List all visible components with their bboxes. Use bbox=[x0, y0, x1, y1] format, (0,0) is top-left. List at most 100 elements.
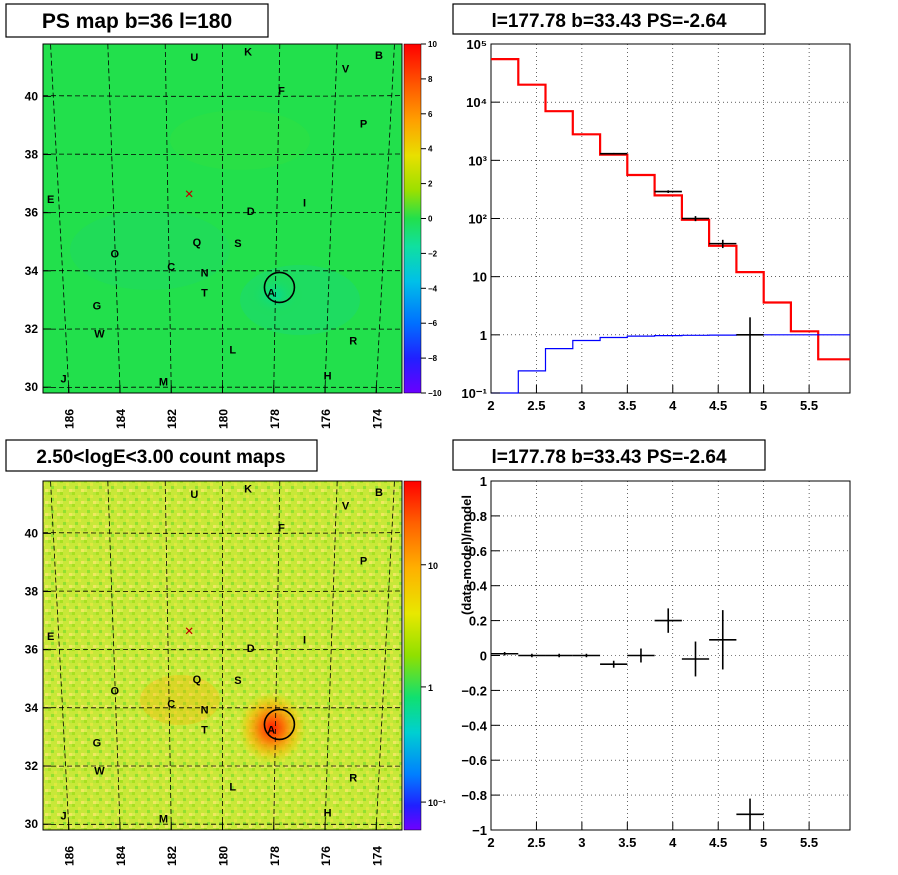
source-label-g: G bbox=[93, 738, 102, 750]
y-tick-label: 40 bbox=[25, 526, 39, 540]
y-tick-label: 1 bbox=[480, 328, 487, 343]
x-tick-label: 2 bbox=[487, 835, 494, 850]
residual-series bbox=[491, 608, 764, 830]
graticule-meridian bbox=[164, 43, 172, 394]
y-tick-label: −0.4 bbox=[461, 718, 487, 733]
source-label-q: Q bbox=[193, 674, 202, 686]
graticule-meridian bbox=[164, 480, 172, 831]
residual-ylabel: (data-model)/model bbox=[459, 495, 474, 615]
x-tick-label: 5 bbox=[760, 398, 767, 413]
graticule-meridian bbox=[375, 480, 395, 831]
x-tick-label: 5 bbox=[760, 835, 767, 850]
colorbar-tick-label: −2 bbox=[428, 249, 438, 258]
y-tick-label: 10⁻¹ bbox=[461, 386, 487, 401]
colorbar-tick-label: 10 bbox=[428, 40, 437, 49]
colorbar-tick-label: 10⁻¹ bbox=[428, 798, 446, 808]
source-label-b: B bbox=[375, 487, 383, 499]
y-tick-label: 10⁵ bbox=[466, 37, 487, 52]
ps-map-graticule bbox=[42, 43, 403, 394]
x-tick-label: 182 bbox=[165, 846, 179, 866]
x-tick-label: 3.5 bbox=[618, 835, 636, 850]
x-tick-label: 178 bbox=[268, 409, 282, 429]
colorbar-tick-label: −8 bbox=[428, 354, 438, 363]
colorbar-tick-label: 8 bbox=[428, 75, 433, 84]
y-tick-label: 0.4 bbox=[469, 579, 488, 594]
source-label-m: M bbox=[159, 813, 168, 825]
source-label-u: U bbox=[190, 52, 198, 64]
source-label-r: R bbox=[349, 773, 357, 785]
source-label-v: V bbox=[342, 500, 350, 512]
source-label-a: A bbox=[267, 288, 275, 300]
source-label-n: N bbox=[201, 704, 209, 716]
y-tick-label: 30 bbox=[25, 817, 39, 831]
source-label-m: M bbox=[159, 376, 168, 388]
graticule-meridian bbox=[273, 480, 281, 831]
source-label-l: L bbox=[229, 344, 236, 356]
graticule-meridian bbox=[375, 43, 395, 394]
source-label-u: U bbox=[190, 489, 198, 501]
y-tick-label: 40 bbox=[25, 89, 39, 103]
count-map-title: 2.50<logE<3.00 count maps bbox=[36, 447, 285, 468]
source-label-f: F bbox=[278, 522, 285, 534]
source-label-s: S bbox=[234, 675, 241, 687]
x-tick-label: 176 bbox=[319, 409, 333, 429]
y-tick-label: 32 bbox=[25, 322, 39, 336]
source-circle bbox=[263, 708, 296, 741]
x-tick-label: 5.5 bbox=[800, 398, 818, 413]
colorbar-tick-label: −4 bbox=[428, 284, 438, 293]
source-label-v: V bbox=[342, 63, 350, 75]
y-tick-label: 0.8 bbox=[469, 509, 487, 524]
x-tick-label: 184 bbox=[114, 846, 128, 866]
spectrum-panel: 2 2.5 3 3.5 4 4.5 5 5.5 10⁻¹ 1 10 10² 10³ 10⁴ 10⁵ bbox=[461, 37, 851, 413]
y-tick-label: 38 bbox=[25, 585, 39, 599]
x-tick-label: 186 bbox=[63, 409, 77, 429]
source-circle bbox=[263, 271, 296, 304]
count-colorbar-ticks: 10 1 10⁻¹ bbox=[421, 561, 446, 808]
x-tick-label: 4 bbox=[669, 835, 677, 850]
ps-map-source-labels: U K B V F P E I D Q S O C N A T G W L R J M H bbox=[47, 46, 383, 388]
x-tick-label: 2 bbox=[487, 398, 494, 413]
ps-map-shade bbox=[70, 210, 230, 290]
graticule-parallel bbox=[43, 153, 402, 155]
source-label-a: A bbox=[267, 725, 275, 737]
y-tick-label: 36 bbox=[25, 643, 39, 657]
model-histogram bbox=[491, 58, 850, 361]
source-label-n: N bbox=[201, 267, 209, 279]
ps-map-shade bbox=[170, 110, 310, 170]
x-tick-label: 180 bbox=[217, 409, 231, 429]
y-tick-label: 0.6 bbox=[469, 544, 487, 559]
ps-colorbar bbox=[403, 43, 422, 394]
count-colorbar bbox=[403, 480, 422, 831]
y-tick-label: −0.8 bbox=[461, 788, 487, 803]
x-tick-label: 2.5 bbox=[527, 835, 545, 850]
spectrum-title: l=177.78 b=33.43 PS=-2.64 bbox=[491, 11, 726, 32]
source-label-w: W bbox=[94, 765, 105, 777]
x-tick-label: 182 bbox=[165, 409, 179, 429]
residual-axes: 2 2.5 3 3.5 4 4.5 5 5.5 1 0.8 0.6 0.4 0.2 0 −0.2 −0.4 −0… bbox=[461, 474, 818, 850]
source-label-t: T bbox=[201, 725, 208, 737]
title-box-ps-map: PS map b=36 l=180 bbox=[5, 3, 269, 38]
y-tick-label: 38 bbox=[25, 148, 39, 162]
y-tick-label: 10³ bbox=[468, 153, 487, 168]
source-label-c: C bbox=[167, 261, 175, 273]
spectrum-axes: 2 2.5 3 3.5 4 4.5 5 5.5 10⁻¹ 1 10 10² 10³ 10⁴ 10⁵ bbox=[461, 37, 818, 413]
ps-map-panel: U K B V F P E I D Q S O C N A T G W L R J M H 10 8 6 4 2 0 −2 −4 −6 −8 −… bbox=[25, 40, 442, 429]
colorbar-tick-label: 1 bbox=[428, 683, 433, 693]
count-map-graticule bbox=[42, 480, 403, 831]
ps-colorbar-ticks: 10 8 6 4 2 0 −2 −4 −6 −8 −10 bbox=[421, 40, 442, 398]
source-label-p: P bbox=[360, 556, 367, 568]
colorbar-tick-label: −6 bbox=[428, 319, 438, 328]
y-tick-label: 10⁴ bbox=[466, 95, 487, 110]
x-tick-label: 5.5 bbox=[800, 835, 818, 850]
x-tick-label: 3 bbox=[578, 398, 585, 413]
count-map-warm-region bbox=[140, 675, 220, 725]
colorbar-tick-label: 2 bbox=[428, 180, 433, 189]
x-tick-label: 180 bbox=[217, 846, 231, 866]
count-map-source-labels: U K B V F P E I D Q S O C N A T G W L R J M H bbox=[47, 483, 383, 825]
colorbar-tick-label: 4 bbox=[428, 145, 433, 154]
source-label-h: H bbox=[324, 371, 332, 383]
y-tick-label: 34 bbox=[25, 701, 39, 715]
y-tick-label: 1 bbox=[480, 474, 487, 489]
